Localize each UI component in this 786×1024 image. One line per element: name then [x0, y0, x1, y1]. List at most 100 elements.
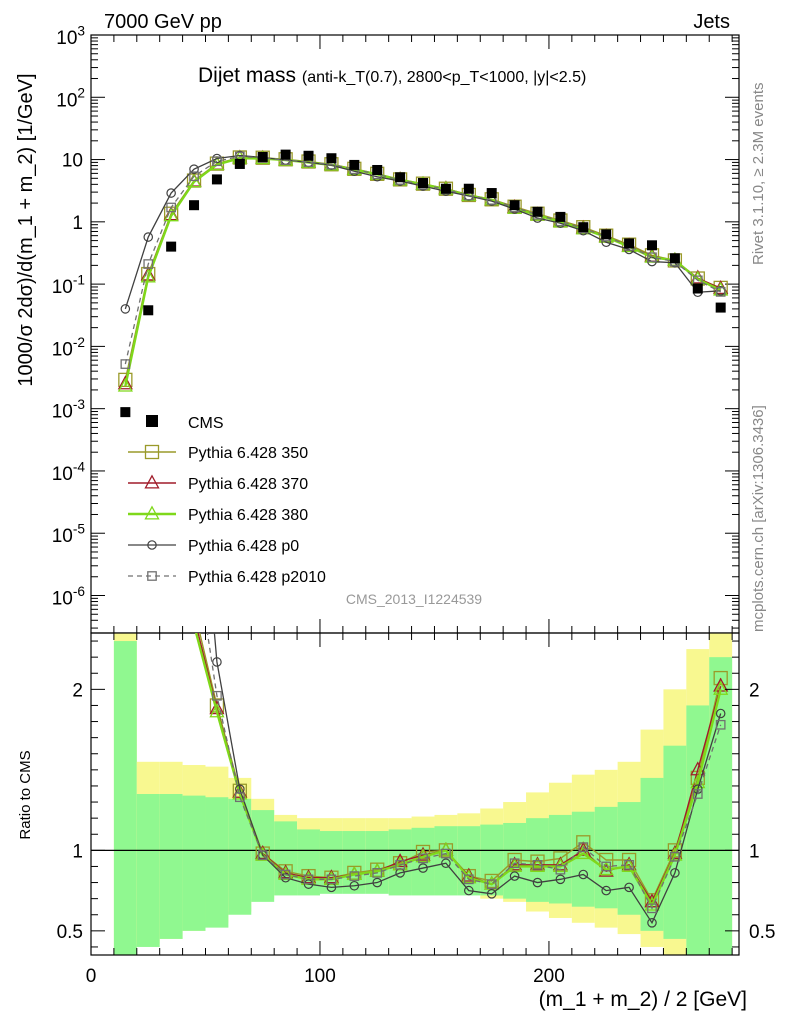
data-point: [303, 150, 314, 161]
ratio-point: [667, 846, 683, 861]
ratio-point: [532, 877, 543, 888]
band-inner: [182, 795, 206, 931]
rivet-label: Rivet 3.1.10, ≥ 2.3M events: [750, 83, 767, 266]
data-point: [692, 283, 703, 294]
energy-label: 7000 GeV pp: [104, 11, 222, 33]
ratio-point: [257, 850, 268, 861]
ratio-point: [576, 835, 591, 850]
ratio-point: [142, 393, 155, 406]
data-point: [532, 206, 543, 217]
ratio-point: [461, 869, 477, 884]
ratio-point: [486, 879, 497, 890]
data-point: [120, 359, 131, 369]
ratio-point: [190, 395, 198, 403]
y-tick-label: 1: [72, 213, 83, 234]
data-point: [189, 200, 200, 211]
legend-label: Pythia 6.428 350: [188, 445, 308, 462]
ratio-point: [119, 537, 132, 549]
data-point: [669, 253, 680, 264]
band-inner: [228, 798, 252, 915]
band-inner: [205, 797, 229, 928]
ratio-point: [532, 859, 543, 870]
data-point: [440, 183, 451, 194]
ratio-point: [212, 657, 222, 667]
x-tick-label: 100: [304, 966, 336, 987]
ratio-point: [715, 719, 726, 730]
series-line: [124, 157, 721, 385]
main-plot-area: [117, 149, 729, 418]
data-point: [118, 372, 133, 388]
ratio-point: [530, 854, 545, 869]
data-point: [372, 164, 383, 175]
x-axis-label: (m_1 + m_2) / 2 [GeV]: [539, 988, 747, 1011]
band-inner: [594, 806, 618, 909]
ratio-point: [418, 853, 428, 864]
ratio-point: [463, 874, 474, 885]
band-inner: [388, 829, 412, 896]
ratio-point: [441, 848, 451, 859]
ratio-point: [349, 880, 360, 891]
ratio-point: [323, 870, 340, 885]
data-point: [624, 238, 635, 249]
ratio-point: [165, 457, 178, 470]
ratio-y-tick-label-right: 1: [749, 841, 760, 862]
ratio-point: [713, 670, 728, 686]
y-tick-label: 10-1: [52, 273, 85, 299]
legend-label: Pythia 6.428 380: [188, 507, 308, 524]
ratio-point: [578, 869, 589, 880]
data-point: [117, 375, 133, 390]
ratio-point: [372, 877, 383, 888]
ratio-frame: [90, 632, 740, 956]
ratio-point: [601, 861, 612, 872]
ratio-line: [206, 633, 722, 910]
y-tick-label: 10-3: [52, 397, 85, 423]
data-point: [646, 240, 657, 251]
ratio-point: [165, 505, 178, 517]
ratio-point: [303, 874, 314, 885]
ratio-point: [255, 846, 271, 861]
ratio-point: [119, 586, 132, 598]
data-point: [395, 172, 406, 183]
data-point: [280, 149, 291, 160]
series-line: [124, 157, 722, 387]
y-tick-label: 10-5: [52, 522, 86, 548]
data-point: [211, 174, 222, 185]
band-inner: [159, 794, 183, 939]
ratio-point: [509, 858, 520, 869]
data-point: [349, 159, 360, 170]
data-point: [189, 171, 199, 182]
ratio-point: [188, 610, 201, 622]
data-point: [418, 178, 429, 189]
data-point: [601, 229, 612, 240]
data-point: [166, 241, 177, 252]
series-cms: [120, 149, 726, 418]
ratio-line: [199, 633, 722, 902]
ratio-point: [326, 874, 337, 885]
data-point: [463, 183, 474, 194]
ratio-point: [624, 882, 634, 893]
x-tick-label: 200: [533, 966, 565, 987]
band-inner: [365, 831, 389, 894]
ratio-point: [415, 844, 431, 860]
ratio-point: [692, 789, 703, 799]
legend-marker: [147, 571, 157, 581]
ratio-point: [555, 874, 566, 885]
ratio-y-tick-label-right: 0.5: [749, 922, 775, 943]
legend-marker: [144, 505, 160, 520]
ratio-point: [212, 690, 222, 701]
ratio-point: [372, 868, 383, 878]
ratio-line: [213, 633, 722, 925]
data-point: [189, 164, 199, 175]
ratio-y-tick-label: 2: [72, 680, 83, 701]
ratio-y-axis-label: Ratio to CMS: [17, 750, 34, 839]
band-inner: [663, 745, 687, 939]
data-point: [257, 151, 268, 162]
band-inner: [457, 826, 481, 896]
legend-label: CMS: [188, 415, 224, 432]
y-tick-label: 10: [62, 151, 83, 172]
ratio-point: [486, 889, 497, 899]
legend: CMS Pythia 6.428 350 Pythia 6.428 370 Pythi…: [128, 415, 326, 586]
band-inner: [274, 821, 298, 896]
ratio-line: [194, 633, 722, 908]
ratio-point: [349, 871, 360, 881]
